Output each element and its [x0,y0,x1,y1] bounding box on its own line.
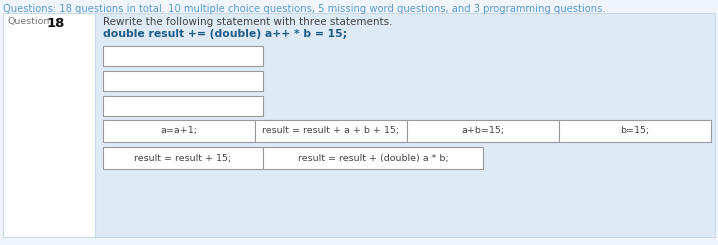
FancyBboxPatch shape [407,120,559,142]
FancyBboxPatch shape [103,46,263,66]
Text: 18: 18 [47,17,65,30]
FancyBboxPatch shape [103,147,263,169]
Text: Questions: 18 questions in total. 10 multiple choice questions, 5 missing word q: Questions: 18 questions in total. 10 mul… [3,4,605,14]
Text: b=15;: b=15; [620,126,650,135]
FancyBboxPatch shape [95,13,715,237]
Text: Question: Question [8,17,50,26]
FancyBboxPatch shape [3,13,95,237]
Text: result = result + a + b + 15;: result = result + a + b + 15; [263,126,399,135]
FancyBboxPatch shape [255,120,407,142]
Text: result = result + 15;: result = result + 15; [134,154,232,162]
FancyBboxPatch shape [103,71,263,91]
Text: Rewrite the following statement with three statements.: Rewrite the following statement with thr… [103,17,393,27]
Text: result = result + (double) a * b;: result = result + (double) a * b; [298,154,448,162]
Text: a=a+1;: a=a+1; [161,126,197,135]
Text: double result += (double) a++ * b = 15;: double result += (double) a++ * b = 15; [103,29,347,39]
FancyBboxPatch shape [263,147,483,169]
FancyBboxPatch shape [559,120,711,142]
FancyBboxPatch shape [103,120,255,142]
Text: a+b=15;: a+b=15; [462,126,505,135]
FancyBboxPatch shape [103,96,263,116]
